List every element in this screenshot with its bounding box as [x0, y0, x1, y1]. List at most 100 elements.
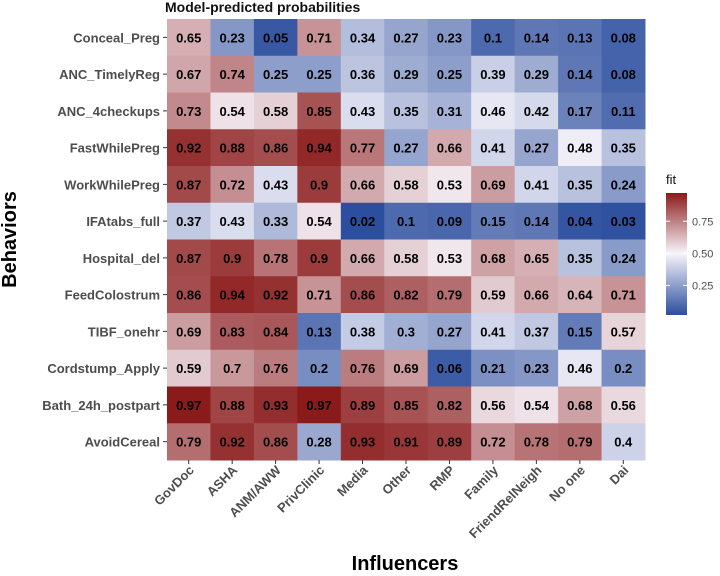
cell-value-label: 0.41: [480, 324, 505, 339]
heatmap-cell: [167, 202, 211, 240]
heatmap-cell: [471, 276, 516, 314]
heatmap-cell: [167, 19, 211, 57]
heatmap-cell: [427, 276, 472, 314]
cell-value-label: 0.93: [263, 398, 288, 413]
y-tick-label-anc-4checkups: ANC_4checkups: [57, 104, 160, 119]
cell-value-label: 0.08: [611, 67, 636, 82]
y-tick-label-tibf-onehr: TIBF_onehr: [88, 324, 160, 339]
cell-value-label: 0.14: [524, 214, 550, 229]
cell-value-label: 0.77: [350, 141, 375, 156]
cell-value-label: 0.23: [437, 30, 462, 45]
heatmap-cell: [340, 166, 385, 204]
cell-value-label: 0.25: [263, 67, 288, 82]
cell-value-label: 0.41: [480, 141, 505, 156]
x-tick-label-family: Family: [461, 462, 501, 502]
y-tick-label-cordstump-apply: Cordstump_Apply: [47, 361, 160, 376]
cell-value-label: 0.71: [306, 288, 331, 303]
cell-value-label: 0.69: [176, 324, 201, 339]
heatmap-cell: [167, 55, 211, 93]
cell-value-label: 0.76: [263, 361, 288, 376]
cell-value-label: 0.14: [567, 67, 593, 82]
cell-value-label: 0.35: [567, 251, 592, 266]
cell-value-label: 0.42: [524, 104, 549, 119]
cell-value-label: 0.53: [437, 177, 462, 192]
y-tick-label-feedcolostrum: FeedColostrum: [65, 288, 160, 303]
cell-value-label: 0.24: [611, 177, 637, 192]
heatmap-cell: [167, 313, 211, 351]
cell-value-label: 0.05: [263, 30, 288, 45]
heatmap-cell: [558, 276, 603, 314]
cell-value-label: 0.54: [220, 104, 246, 119]
heatmap-cell: [253, 92, 298, 130]
cell-value-label: 0.79: [567, 435, 592, 450]
heatmap-cell: [514, 313, 559, 351]
color-legend: fit 0.75 0.50 0.25: [666, 172, 713, 315]
cell-value-label: 0.69: [393, 361, 418, 376]
cell-value-label: 0.97: [176, 398, 201, 413]
heatmap-cell: [514, 239, 559, 277]
heatmap-cell: [471, 386, 516, 424]
heatmap-cell: [340, 19, 385, 57]
cell-value-label: 0.14: [524, 30, 550, 45]
cell-value-label: 0.58: [263, 104, 288, 119]
heatmap-cell: [253, 349, 298, 387]
heatmap-cell: [210, 276, 255, 314]
heatmap-cell: [340, 239, 385, 277]
heatmap-cell: [210, 129, 255, 167]
heatmap-cell: [253, 166, 298, 204]
y-tick-label-avoidcereal: AvoidCereal: [85, 435, 160, 450]
cell-value-label: 0.34: [350, 30, 376, 45]
cell-value-label: 0.59: [176, 361, 201, 376]
cell-value-label: 0.15: [480, 214, 505, 229]
cell-value-label: 0.79: [437, 288, 462, 303]
heatmap-cell: [514, 423, 559, 461]
x-tick-label-media: Media: [334, 462, 371, 499]
cell-value-label: 0.65: [524, 251, 549, 266]
heatmap-cell: [471, 423, 516, 461]
cell-value-label: 0.48: [567, 141, 592, 156]
heatmap-cell: [514, 166, 559, 204]
cell-value-label: 0.97: [306, 398, 331, 413]
cell-value-label: 0.27: [393, 30, 418, 45]
cell-value-label: 0.69: [480, 177, 505, 192]
heatmap-cell: [558, 166, 603, 204]
cell-value-label: 0.28: [306, 435, 331, 450]
x-tick-label-other: Other: [379, 463, 414, 498]
heatmap-cell: [471, 313, 516, 351]
cell-value-label: 0.4: [614, 435, 633, 450]
cell-value-label: 0.87: [176, 177, 201, 192]
heatmap-cell: [601, 386, 646, 424]
cell-value-label: 0.3: [397, 324, 415, 339]
heatmap-cell: [384, 239, 429, 277]
heatmap-cell: [253, 313, 298, 351]
cell-value-label: 0.1: [397, 214, 415, 229]
cell-value-label: 0.79: [176, 435, 201, 450]
legend-tick-label: 0.75: [692, 216, 713, 228]
cell-value-label: 0.9: [310, 177, 328, 192]
cell-value-label: 0.78: [263, 251, 288, 266]
legend-title: fit: [666, 172, 677, 187]
heatmap-cell: [297, 129, 342, 167]
cell-value-label: 0.78: [524, 435, 549, 450]
x-tick-label-no-one: No one: [546, 463, 588, 505]
heatmap-cell: [601, 423, 646, 461]
cell-value-label: 0.06: [437, 361, 462, 376]
cell-value-label: 0.21: [480, 361, 505, 376]
cell-value-label: 0.46: [480, 104, 505, 119]
heatmap-cell: [427, 92, 472, 130]
y-tick-label-workwhilepreg: WorkWhilePreg: [64, 177, 160, 192]
heatmap-cell: [601, 349, 646, 387]
cell-value-label: 0.68: [567, 398, 592, 413]
cell-value-label: 0.73: [176, 104, 201, 119]
cell-value-label: 0.94: [220, 288, 246, 303]
heatmap-cell: [514, 349, 559, 387]
heatmap-cell: [384, 19, 429, 57]
heatmap-cells: 0.65 0.23 0.05 0.71 0.34 0.27 0.23 0.1 0.14 0.13 0…: [167, 19, 646, 461]
heatmap-cell: [340, 313, 385, 351]
heatmap-cell: [210, 386, 255, 424]
cell-value-label: 0.04: [567, 214, 593, 229]
heatmap-cell: [340, 386, 385, 424]
heatmap-cell: [297, 19, 342, 57]
cell-value-label: 0.57: [611, 324, 636, 339]
heatmap-cell: [297, 92, 342, 130]
